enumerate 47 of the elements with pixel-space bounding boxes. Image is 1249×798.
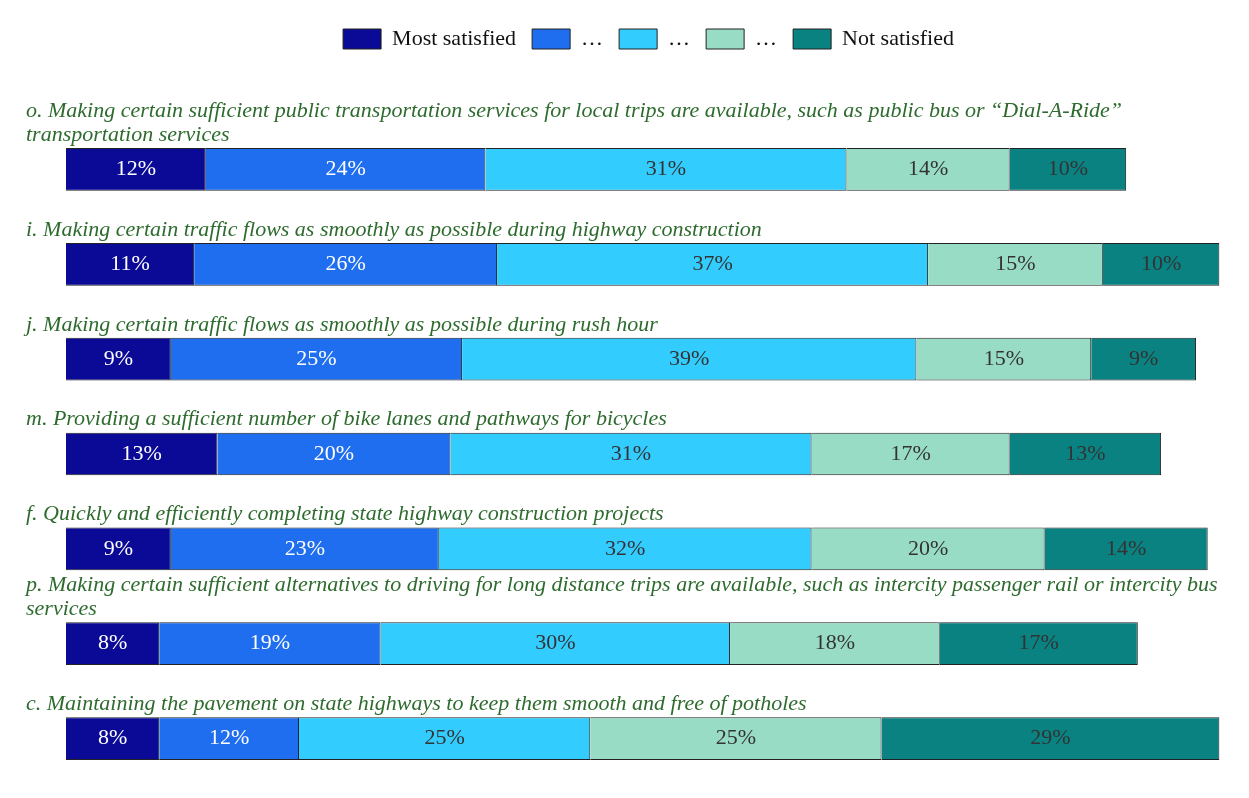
data-label: 39% xyxy=(669,344,710,370)
data-label: 15% xyxy=(983,344,1024,370)
data-label: 13% xyxy=(1065,439,1106,465)
legend-label: … xyxy=(668,24,691,50)
data-label: 8% xyxy=(97,724,128,750)
data-label: 37% xyxy=(692,250,733,276)
data-label: 29% xyxy=(1030,724,1071,750)
data-label: 17% xyxy=(890,439,931,465)
data-label: 30% xyxy=(535,629,576,655)
y-tick-label: j. Making certain traffic flows as smoothly as possible during rush hour xyxy=(23,310,659,336)
data-label: 15% xyxy=(995,250,1036,276)
data-label: 31% xyxy=(610,439,652,465)
data-label: 23% xyxy=(284,534,325,560)
data-label: 18% xyxy=(814,629,856,655)
data-label: 20% xyxy=(907,534,949,560)
data-label: 14% xyxy=(1105,534,1147,560)
y-tick-label: i. Making certain traffic flows as smoothly as possible during highway construction xyxy=(26,215,762,241)
data-label: 20% xyxy=(313,439,355,465)
data-label: 31% xyxy=(645,155,687,181)
data-label: 13% xyxy=(121,439,162,465)
data-label: 8% xyxy=(97,629,128,655)
data-label: 19% xyxy=(249,629,291,655)
y-tick-label: c. Maintaining the pavement on state highways to keep them smooth and free of potholes xyxy=(26,690,807,716)
data-label: 12% xyxy=(208,724,250,750)
legend-label: … xyxy=(581,24,604,50)
data-label: 25% xyxy=(424,724,465,750)
data-label: 17% xyxy=(1018,629,1059,655)
y-tick-label: f. Quickly and efficiently completing state highway construction projects xyxy=(26,500,664,526)
data-label: 25% xyxy=(715,724,757,750)
legend-label: Not satisfied xyxy=(842,24,954,50)
data-label: 11% xyxy=(110,250,150,276)
data-label: 26% xyxy=(325,250,366,276)
data-label: 9% xyxy=(103,344,134,370)
data-label: 14% xyxy=(907,155,949,181)
legend-label: Most satisfied xyxy=(392,24,517,50)
data-label: 12% xyxy=(115,155,157,181)
data-label: 10% xyxy=(1140,250,1182,276)
data-label: 9% xyxy=(103,534,134,560)
y-tick-label: o. Making certain sufficient public transportation services for local trips are available, such as public bus or “Dial-A-Ride” transportation services xyxy=(26,96,1123,146)
y-tick-label: p. Making certain sufficient alternatives to driving for long distance trips are available, such as intercity passenger rail or intercity bus services xyxy=(24,571,1218,621)
data-label: 32% xyxy=(605,534,646,560)
data-label: 10% xyxy=(1047,155,1089,181)
legend-label: … xyxy=(755,24,778,50)
data-label: 24% xyxy=(325,155,366,181)
data-label: 9% xyxy=(1128,344,1159,370)
y-tick-label: m. Providing a sufficient number of bike lanes and pathways for bicycles xyxy=(26,405,667,431)
data-label: 25% xyxy=(296,344,337,370)
